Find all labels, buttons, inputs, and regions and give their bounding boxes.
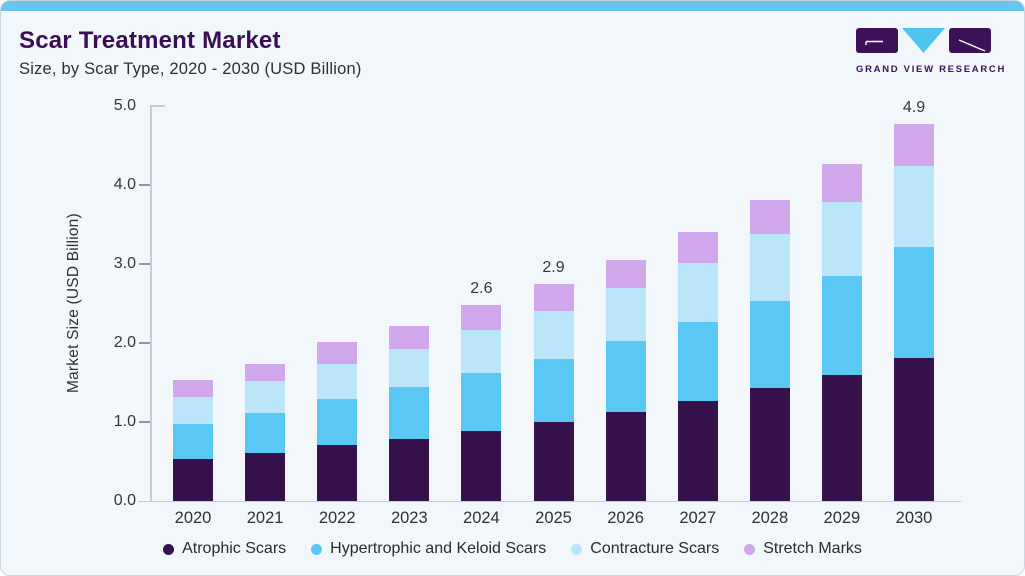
bar-segment-hypertrophic-and-keloid-scars — [245, 412, 286, 453]
bar-segment-contracture-scars — [677, 263, 718, 323]
bar-segment-atrophic-scars — [389, 438, 430, 501]
x-axis-label: 2021 — [246, 509, 284, 527]
bar-segment-atrophic-scars — [461, 430, 502, 501]
gvr-logo-mark — [856, 28, 991, 53]
bar-segment-contracture-scars — [749, 233, 790, 302]
y-tick-label: 0.0 — [113, 492, 136, 509]
bar-segment-contracture-scars — [605, 288, 646, 342]
legend-dot-icon — [744, 543, 756, 555]
bar-segment-contracture-scars — [821, 202, 862, 276]
bar-segment-hypertrophic-and-keloid-scars — [894, 247, 934, 358]
bar-total-label: 4.9 — [902, 99, 926, 117]
legend-item-atrophic-scars: Atrophic Scars — [163, 540, 286, 558]
y-tick-label: 3.0 — [113, 255, 136, 272]
legend-dot-icon — [163, 543, 175, 555]
bar-segment-atrophic-scars — [317, 444, 358, 501]
y-tick-label: 4.0 — [113, 176, 136, 193]
bar-segment-contracture-scars — [894, 166, 934, 248]
bar-segment-stretch-marks — [317, 342, 358, 364]
legend-label: Stretch Marks — [763, 540, 862, 557]
bar-segment-hypertrophic-and-keloid-scars — [821, 275, 862, 375]
gvr-logo: GRAND VIEW RESEARCH — [856, 28, 1007, 75]
y-tick-mark — [139, 184, 150, 186]
bar-segment-stretch-marks — [821, 163, 862, 203]
y-tick-label: 2.0 — [113, 334, 136, 351]
bar-segment-atrophic-scars — [605, 411, 646, 501]
x-axis-label: 2024 — [463, 509, 500, 527]
legend-item-hypertrophic-and-keloid-scars: Hypertrophic and Keloid Scars — [311, 540, 546, 558]
gvr-logo-text: GRAND VIEW RESEARCH — [856, 64, 1007, 75]
y-tick-mark — [139, 342, 150, 344]
bar-segment-hypertrophic-and-keloid-scars — [677, 322, 718, 401]
bar-segment-contracture-scars — [245, 380, 286, 413]
bar-segment-stretch-marks — [677, 231, 718, 264]
chart-legend: Atrophic Scars Hypertrophic and Keloid Sc… — [1, 536, 1024, 562]
y-axis-title: Market Size (USD Billion) — [65, 213, 82, 394]
legend-item-contracture-scars: Contracture Scars — [571, 540, 719, 558]
bar-segment-hypertrophic-and-keloid-scars — [461, 373, 502, 431]
x-axis-label: 2029 — [823, 509, 861, 527]
bar-total-label: 2.9 — [542, 258, 565, 276]
bar-segment-hypertrophic-and-keloid-scars — [533, 358, 574, 422]
legend-dot-icon — [311, 543, 323, 555]
bar-segment-atrophic-scars — [533, 422, 574, 501]
legend-item-stretch-marks: Stretch Marks — [744, 540, 862, 558]
x-axis-label: 2030 — [895, 509, 933, 527]
bar-segment-stretch-marks — [605, 260, 646, 289]
x-axis-line — [138, 500, 961, 502]
bar-segment-atrophic-scars — [245, 452, 286, 501]
bar-segment-hypertrophic-and-keloid-scars — [749, 301, 790, 389]
bar-segment-stretch-marks — [533, 283, 574, 311]
x-axis-label: 2022 — [318, 509, 356, 527]
bar-segment-stretch-marks — [173, 380, 213, 397]
x-axis-label: 2027 — [679, 509, 717, 527]
x-axis-label: 2028 — [751, 509, 789, 527]
page-subtitle: Size, by Scar Type, 2020 - 2030 (USD Bil… — [19, 60, 362, 78]
bar-segment-hypertrophic-and-keloid-scars — [389, 387, 430, 439]
x-axis-label: 2023 — [390, 509, 428, 527]
bar-segment-stretch-marks — [389, 326, 430, 350]
page-title: Scar Treatment Market — [19, 27, 281, 54]
bar-segment-stretch-marks — [461, 305, 502, 331]
bar-segment-contracture-scars — [173, 396, 213, 424]
bar-segment-contracture-scars — [317, 363, 358, 400]
y-axis-top-tick — [151, 105, 165, 107]
bar-segment-stretch-marks — [894, 124, 934, 167]
legend-label: Atrophic Scars — [182, 540, 287, 557]
bar-segment-contracture-scars — [533, 310, 574, 359]
y-tick-mark — [139, 263, 150, 265]
legend-dot-icon — [571, 543, 583, 555]
bar-segment-hypertrophic-and-keloid-scars — [173, 423, 213, 460]
bar-segment-atrophic-scars — [677, 400, 718, 501]
x-axis-label: 2020 — [174, 509, 212, 527]
y-axis-line — [150, 105, 152, 501]
legend-label: Hypertrophic and Keloid Scars — [330, 540, 547, 557]
y-tick-mark — [139, 421, 150, 423]
y-tick-label: 5.0 — [113, 97, 136, 114]
bar-segment-stretch-marks — [245, 364, 286, 381]
top-accent-bar — [1, 1, 1024, 11]
bar-total-label: 2.6 — [470, 280, 493, 298]
y-tick-label: 1.0 — [113, 413, 136, 430]
bar-segment-contracture-scars — [461, 330, 502, 374]
bar-segment-atrophic-scars — [173, 459, 213, 501]
bar-segment-contracture-scars — [389, 349, 430, 388]
x-axis-label: 2026 — [607, 509, 644, 527]
x-axis-label: 2025 — [535, 509, 572, 527]
bar-segment-atrophic-scars — [749, 388, 790, 501]
legend-label: Contracture Scars — [590, 540, 720, 557]
bar-segment-hypertrophic-and-keloid-scars — [605, 341, 646, 412]
bar-segment-atrophic-scars — [821, 374, 862, 501]
bar-segment-hypertrophic-and-keloid-scars — [317, 399, 358, 445]
bar-segment-stretch-marks — [749, 200, 790, 234]
bar-segment-atrophic-scars — [894, 358, 934, 501]
